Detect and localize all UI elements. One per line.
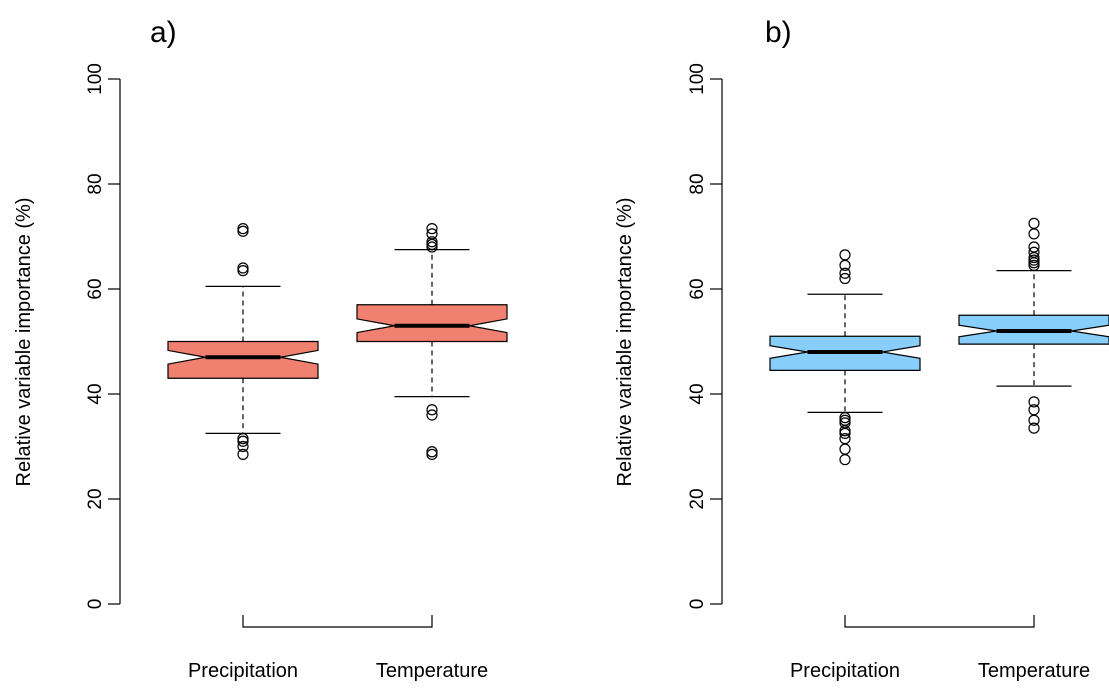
outlier-point (237, 225, 249, 237)
outlier-point (1028, 257, 1040, 269)
y-tick-label: 80 (687, 173, 708, 194)
outlier-point (237, 223, 249, 235)
y-tick-label: 100 (85, 63, 106, 95)
y-tick-label: 60 (687, 278, 708, 299)
y-tick-label: 60 (85, 278, 106, 299)
outlier-point (426, 241, 438, 253)
outlier-point (839, 259, 851, 271)
y-tick-label: 80 (85, 173, 106, 194)
outlier-point (426, 448, 438, 460)
y-axis-title-b: Relative variable importance (%) (614, 197, 636, 486)
y-tick-label: 100 (687, 63, 708, 95)
x-tick-label: Temperature (978, 660, 1090, 682)
outlier-point (237, 433, 249, 445)
x-tick-label: Precipitation (790, 660, 900, 682)
panel-a: a) Relative variable importance (%) 0 20 4… (13, 16, 508, 682)
outlier-point (1028, 217, 1040, 229)
outlier-point (839, 427, 851, 439)
outlier-point (839, 267, 851, 279)
x-axis-line (242, 615, 433, 628)
outlier-point (839, 412, 851, 424)
panel-label-a: a) (150, 16, 177, 49)
outlier-point (839, 272, 851, 285)
outlier-point (839, 414, 851, 426)
y-axis-title-a: Relative variable importance (%) (13, 197, 35, 486)
panel-b: b) Relative variable importance (%) 0 20 4… (614, 16, 1109, 682)
outlier-point (1028, 422, 1040, 434)
y-tick-label: 0 (687, 599, 708, 610)
panel-label-b: b) (765, 16, 792, 49)
outlier-point (426, 223, 438, 235)
y-tick-label: 20 (687, 488, 708, 509)
outlier-point (426, 238, 438, 250)
x-tick-label: Precipitation (188, 660, 298, 682)
outlier-point (839, 425, 851, 437)
outlier-point (426, 446, 438, 458)
outlier-point (237, 435, 249, 447)
outlier-point (1028, 404, 1040, 416)
outlier-point (1028, 414, 1040, 426)
box-temperature (356, 223, 508, 460)
outlier-point (1028, 259, 1040, 271)
y-tick-label: 0 (85, 599, 106, 610)
outlier-point (237, 262, 249, 274)
outlier-point (839, 454, 851, 466)
box-body (356, 304, 508, 343)
box-precipitation (167, 223, 319, 460)
outlier-point (426, 409, 438, 421)
box-body (167, 340, 319, 379)
outlier-point (237, 448, 249, 460)
outlier-point (237, 265, 249, 277)
x-tick-label: Temperature (376, 660, 488, 682)
x-axis-line (844, 615, 1035, 628)
outlier-point (839, 249, 851, 261)
outlier-point (426, 236, 438, 248)
outlier-point (1028, 251, 1040, 264)
outlier-point (426, 404, 438, 416)
y-tick-label: 40 (687, 383, 708, 404)
outlier-point (237, 440, 249, 453)
outlier-point (1028, 254, 1040, 266)
box-precipitation (769, 249, 921, 466)
box-temperature (958, 217, 1109, 434)
outlier-point (839, 443, 851, 455)
y-tick-label: 20 (85, 488, 106, 509)
outlier-point (1028, 228, 1040, 240)
y-tick-label: 40 (85, 383, 106, 404)
outlier-point (1028, 396, 1040, 408)
